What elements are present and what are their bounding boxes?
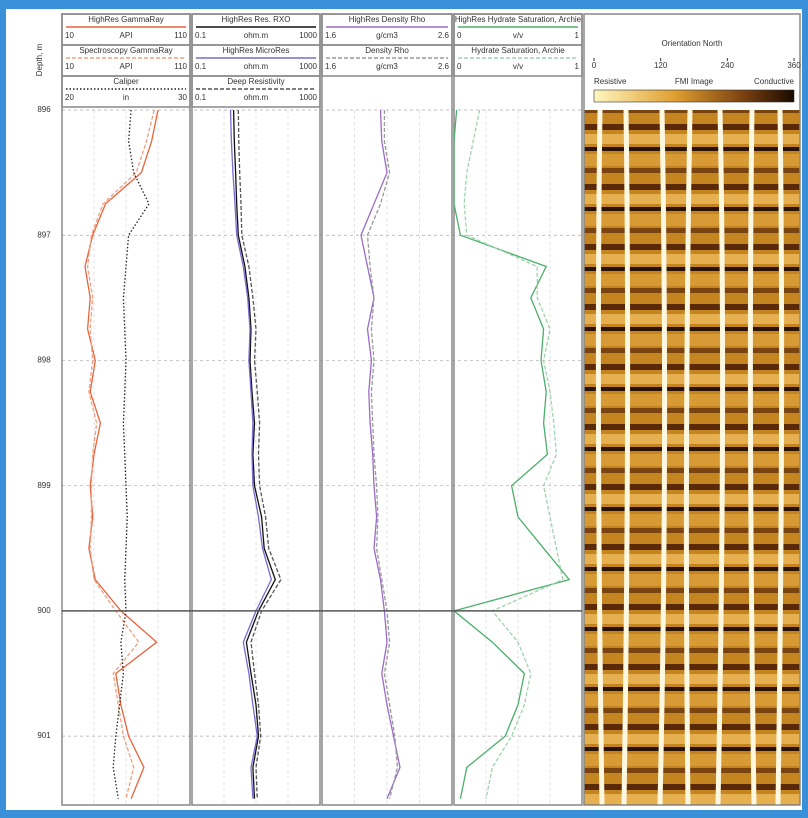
- unit: v/v: [513, 31, 523, 40]
- color-scale: [594, 90, 794, 102]
- range-min: 0.1: [195, 31, 207, 40]
- range-max: 1000: [299, 62, 317, 71]
- range-max: 2.6: [438, 62, 450, 71]
- unit: API: [120, 31, 133, 40]
- range-max: 1000: [299, 31, 317, 40]
- range-min: 10: [65, 62, 74, 71]
- series-name: HighRes GammaRay: [88, 15, 164, 24]
- range-max: 1: [575, 62, 580, 71]
- range-min: 0.1: [195, 62, 207, 71]
- series-name: Hydrate Saturation, Archie: [471, 46, 565, 55]
- series-name: HighRes Density Rho: [349, 15, 426, 24]
- range-max: 30: [178, 93, 187, 102]
- range-min: 0: [457, 31, 462, 40]
- range-min: 20: [65, 93, 74, 102]
- depth-tick-label: 900: [37, 606, 51, 615]
- fmi-image: [584, 110, 800, 805]
- scale-label: FMI Image: [675, 77, 714, 86]
- series-name: HighRes Hydrate Saturation, Archie: [455, 15, 582, 24]
- range-max: 1000: [299, 93, 317, 102]
- image-title: Orientation North: [662, 39, 723, 48]
- series-name: Caliper: [113, 77, 139, 86]
- range-min: 1.6: [325, 62, 337, 71]
- orientation-tick: 120: [654, 61, 668, 70]
- series-name: Spectroscopy GammaRay: [79, 46, 172, 55]
- unit: ohm.m: [244, 93, 269, 102]
- series-name: HighRes Res. RXO: [222, 15, 291, 24]
- series-name: HighRes MicroRes: [223, 46, 290, 55]
- range-max: 1: [575, 31, 580, 40]
- unit: in: [123, 93, 129, 102]
- scale-max: Conductive: [754, 77, 795, 86]
- well-log-chart: Depth, m 896 897 898 899 900 901 HighRes Gamma…: [0, 0, 808, 818]
- unit: v/v: [513, 62, 523, 71]
- orientation-tick: 240: [721, 61, 735, 70]
- unit: g/cm3: [376, 62, 398, 71]
- range-max: 110: [174, 31, 187, 40]
- unit: ohm.m: [244, 31, 269, 40]
- range-min: 0.1: [195, 93, 207, 102]
- depth-tick-label: 899: [37, 481, 51, 490]
- unit: g/cm3: [376, 31, 398, 40]
- range-max: 110: [174, 62, 187, 71]
- orientation-tick: 0: [592, 61, 597, 70]
- depth-tick-label: 897: [37, 230, 51, 239]
- range-min: 1.6: [325, 31, 337, 40]
- depth-tick-label: 898: [37, 356, 51, 365]
- depth-axis-title: Depth, m: [35, 43, 44, 76]
- range-min: 0: [457, 62, 462, 71]
- depth-tick-label: 901: [37, 731, 51, 740]
- depth-tick-label: 896: [37, 105, 51, 114]
- unit: API: [120, 62, 133, 71]
- orientation-tick: 360: [787, 61, 801, 70]
- range-max: 2.6: [438, 31, 450, 40]
- series-name: Deep Resistivity: [227, 77, 284, 86]
- unit: ohm.m: [244, 62, 269, 71]
- series-name: Density Rho: [365, 46, 409, 55]
- scale-min: Resistive: [594, 77, 627, 86]
- range-min: 10: [65, 31, 74, 40]
